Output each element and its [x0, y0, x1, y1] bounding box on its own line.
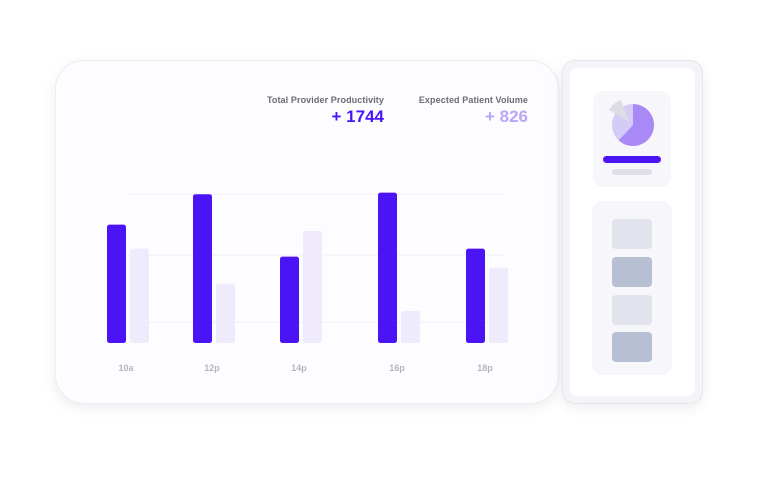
bar-14p-series-2: [303, 231, 322, 343]
bar-10a-series-2: [130, 248, 149, 343]
pie-summary-bar: [603, 156, 661, 163]
list-tile: [612, 219, 652, 249]
pie-summary-subbar: [612, 169, 652, 175]
x-tick-label: 16p: [389, 363, 405, 373]
x-tick-label: 14p: [291, 363, 307, 373]
bar-12p-series-1: [193, 194, 212, 343]
patient-volume-value: + 826: [484, 107, 528, 126]
bar-18p-series-1: [466, 248, 485, 343]
list-tile: [612, 332, 652, 362]
bar-14p-series-1: [280, 256, 299, 343]
bar-12p-series-2: [216, 283, 235, 343]
pie-slice: [618, 104, 654, 146]
productivity-card: Total Provider Productivity + 1744 Expec…: [56, 61, 558, 403]
side-panel-inner: [570, 68, 695, 396]
x-tick-label: 18p: [477, 363, 493, 373]
provider-productivity-value: + 1744: [331, 107, 384, 126]
bar-16p-series-1: [378, 192, 397, 343]
tile-list-card: [592, 201, 672, 375]
list-tile: [612, 257, 652, 287]
x-tick-label: 12p: [204, 363, 220, 373]
list-tile: [612, 295, 652, 325]
pie-chart-icon: [609, 100, 654, 146]
provider-productivity-label: Total Provider Productivity: [266, 95, 384, 105]
x-tick-label: 10a: [118, 363, 134, 373]
provider-productivity-metric: Total Provider Productivity + 1744: [267, 95, 384, 127]
bar-16p-series-2: [401, 311, 420, 343]
bar-chart: 10a 12p 14p 16p 18p: [107, 192, 508, 373]
pie-summary-card: [593, 91, 671, 187]
patient-volume-metric: Expected Patient Volume + 826: [419, 95, 528, 127]
bar-18p-series-2: [489, 267, 508, 343]
pie-exploded-slice: [609, 100, 629, 122]
side-panel: [563, 61, 702, 403]
patient-volume-label: Expected Patient Volume: [418, 95, 528, 105]
bar-10a-series-1: [107, 224, 126, 343]
